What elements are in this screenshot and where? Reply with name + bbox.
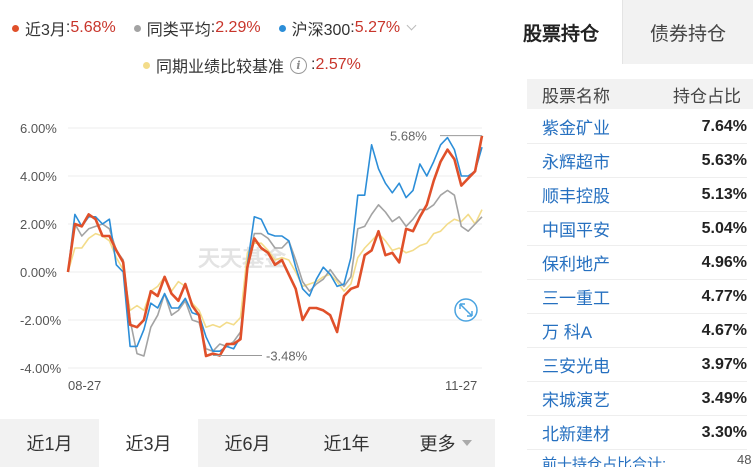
legend-sep: :	[350, 19, 355, 36]
holding-weight: 5.63%	[701, 151, 747, 169]
holding-row[interactable]: 顺丰控股 5.13%	[527, 178, 747, 212]
chevron-down-icon[interactable]	[406, 20, 417, 31]
holding-weight: 4.96%	[701, 253, 747, 271]
series-line	[67, 136, 483, 352]
holding-weight: 5.13%	[701, 185, 747, 203]
x-tick-label: 08-27	[68, 378, 101, 393]
legend-sep: :	[65, 19, 71, 36]
legend-sep: :	[210, 19, 216, 36]
legend-dot-peer	[133, 24, 141, 32]
holding-name[interactable]: 顺丰控股	[542, 187, 610, 206]
tab-bond-holdings[interactable]: 债券持仓	[622, 0, 753, 64]
holding-weight: 3.49%	[701, 389, 747, 407]
y-tick-label: 2.00%	[20, 217, 57, 232]
legend-label-index: 沪深300	[291, 22, 351, 39]
holding-name[interactable]: 保利地产	[542, 255, 610, 274]
holding-row[interactable]: 北新建材 3.30%	[527, 416, 747, 450]
holding-row[interactable]: 保利地产 4.96%	[527, 246, 747, 280]
x-tick-label: 11-27	[445, 378, 477, 393]
performance-panel: 近3月 : 5.68% 同类平均 : 2.29% 沪深300 : 5.27% 同…	[0, 16, 495, 467]
holdings-header: 股票名称 持仓占比	[527, 79, 753, 109]
holding-name[interactable]: 万 科A	[542, 323, 593, 342]
series-line	[67, 209, 483, 328]
holding-name[interactable]: 三一重工	[542, 289, 610, 308]
y-tick-label: 4.00%	[20, 169, 57, 184]
y-tick-label: 0.00%	[20, 265, 57, 280]
holding-row[interactable]: 万 科A 4.67%	[527, 314, 747, 348]
y-tick-label: -4.00%	[20, 361, 62, 376]
holding-name[interactable]: 北新建材	[542, 425, 610, 444]
legend-value-peer: 2.29%	[215, 19, 261, 36]
range-tab-6m[interactable]: 近6月	[198, 419, 297, 467]
holding-row[interactable]: 三一重工 4.77%	[527, 280, 747, 314]
holding-row[interactable]: 三安光电 3.97%	[527, 348, 747, 382]
fullscreen-icon[interactable]	[454, 298, 478, 322]
series-line	[66, 135, 484, 358]
legend-row: 近3月 : 5.68% 同类平均 : 2.29% 沪深300 : 5.27%	[12, 16, 433, 40]
holding-weight: 7.64%	[701, 117, 747, 135]
holding-row[interactable]: 永辉超市 5.63%	[527, 144, 747, 178]
holdings-panel: 股票持仓 债券持仓 股票名称 持仓占比 紫金矿业 7.64% 永辉超市 5.63% 顺丰…	[500, 0, 753, 467]
max-annotation: 5.68%	[390, 129, 427, 144]
column-header-weight: 持仓占比	[673, 86, 741, 106]
performance-chart: 6.00%4.00%2.00%0.00%-2.00%-4.00%天天基金08-2…	[20, 121, 484, 393]
min-annotation: -3.48%	[266, 349, 308, 364]
holding-name[interactable]: 紫金矿业	[542, 119, 610, 138]
holding-row[interactable]: 紫金矿业 7.64%	[527, 110, 747, 144]
range-tab-1m[interactable]: 近1月	[0, 419, 99, 467]
holding-weight: 4.77%	[701, 287, 747, 305]
legend-dot-index	[278, 24, 286, 32]
legend-label-peer: 同类平均	[146, 22, 211, 39]
range-tab-label: 近3月	[125, 434, 172, 454]
legend-dot-fund	[12, 24, 19, 32]
legend-sep: :	[311, 56, 316, 73]
holding-name[interactable]: 永辉超市	[542, 153, 610, 172]
range-tab-more[interactable]: 更多	[396, 419, 495, 467]
column-header-name: 股票名称	[542, 86, 610, 106]
legend-row-benchmark: 同期业绩比较基准 i : 2.57%	[143, 53, 379, 77]
holding-name[interactable]: 三安光电	[542, 357, 610, 376]
y-tick-label: -2.00%	[20, 313, 62, 328]
holding-name[interactable]: 中国平安	[542, 221, 610, 240]
range-tab-label: 更多	[419, 434, 456, 454]
holding-weight: 3.30%	[701, 423, 747, 441]
info-icon[interactable]: i	[290, 56, 308, 74]
holdings-tabs: 股票持仓 债券持仓	[500, 0, 753, 64]
legend-label-benchmark: 同期业绩比较基准	[156, 59, 285, 76]
dropdown-arrow-icon	[461, 440, 472, 446]
range-tab-label: 近6月	[224, 434, 271, 454]
range-tab-1y[interactable]: 近1年	[297, 419, 396, 467]
tab-stock-holdings[interactable]: 股票持仓	[500, 0, 622, 64]
series-line	[67, 189, 483, 357]
y-tick-label: 6.00%	[20, 121, 57, 136]
holdings-total-value: 48	[737, 452, 752, 467]
range-tab-bar: 近1月 近3月 近6月 近1年 更多	[0, 419, 495, 467]
holding-row[interactable]: 宋城演艺 3.49%	[527, 382, 747, 416]
holding-weight: 5.04%	[701, 219, 747, 237]
legend-value-index: 5.27%	[354, 19, 401, 36]
legend-value-fund: 5.68%	[70, 19, 116, 36]
holding-row[interactable]: 中国平安 5.04%	[527, 212, 747, 246]
legend-value-benchmark: 2.57%	[315, 56, 361, 73]
legend-label-fund: 近3月	[25, 22, 66, 39]
holding-weight: 4.67%	[701, 321, 747, 339]
holding-weight: 3.97%	[701, 355, 747, 373]
holdings-total-label: 前十持仓占比合计:	[542, 456, 667, 467]
legend-item-peer-average[interactable]: 同类平均 : 2.29%	[133, 16, 261, 40]
range-tab-label: 近1年	[323, 434, 370, 454]
range-tab-3m[interactable]: 近3月	[99, 419, 198, 467]
legend-item-fund[interactable]: 近3月 : 5.68%	[12, 16, 116, 40]
holding-name[interactable]: 宋城演艺	[542, 391, 610, 410]
legend-dot-benchmark	[143, 61, 150, 69]
range-tab-label: 近1月	[26, 434, 73, 454]
legend-item-index[interactable]: 沪深300 : 5.27%	[278, 16, 417, 40]
legend-item-benchmark[interactable]: 同期业绩比较基准 i : 2.57%	[143, 53, 361, 77]
